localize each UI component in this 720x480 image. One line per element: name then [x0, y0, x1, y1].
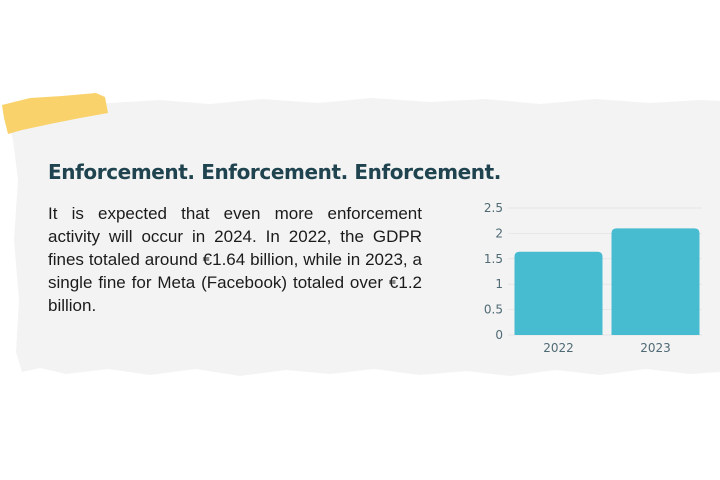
x-tick-label: 2023	[640, 341, 671, 355]
tape-strip-icon	[2, 93, 108, 134]
section-heading: Enforcement. Enforcement. Enforcement.	[48, 160, 502, 184]
body-paragraph: It is expected that even more enforcemen…	[48, 204, 422, 315]
y-tick-label: 1	[495, 277, 503, 291]
y-tick-label: 2.5	[484, 201, 503, 215]
y-tick-label: 0	[495, 328, 503, 342]
bar-2023	[611, 228, 700, 335]
x-tick-label: 2022	[543, 341, 574, 355]
y-tick-label: 0.5	[484, 303, 503, 317]
y-tick-label: 1.5	[484, 252, 503, 266]
bar-2022	[514, 251, 603, 335]
bar-chart: 0 0.5 1 1.5 2 2.5 2022 2023	[484, 201, 702, 355]
y-tick-label: 2	[495, 226, 503, 240]
